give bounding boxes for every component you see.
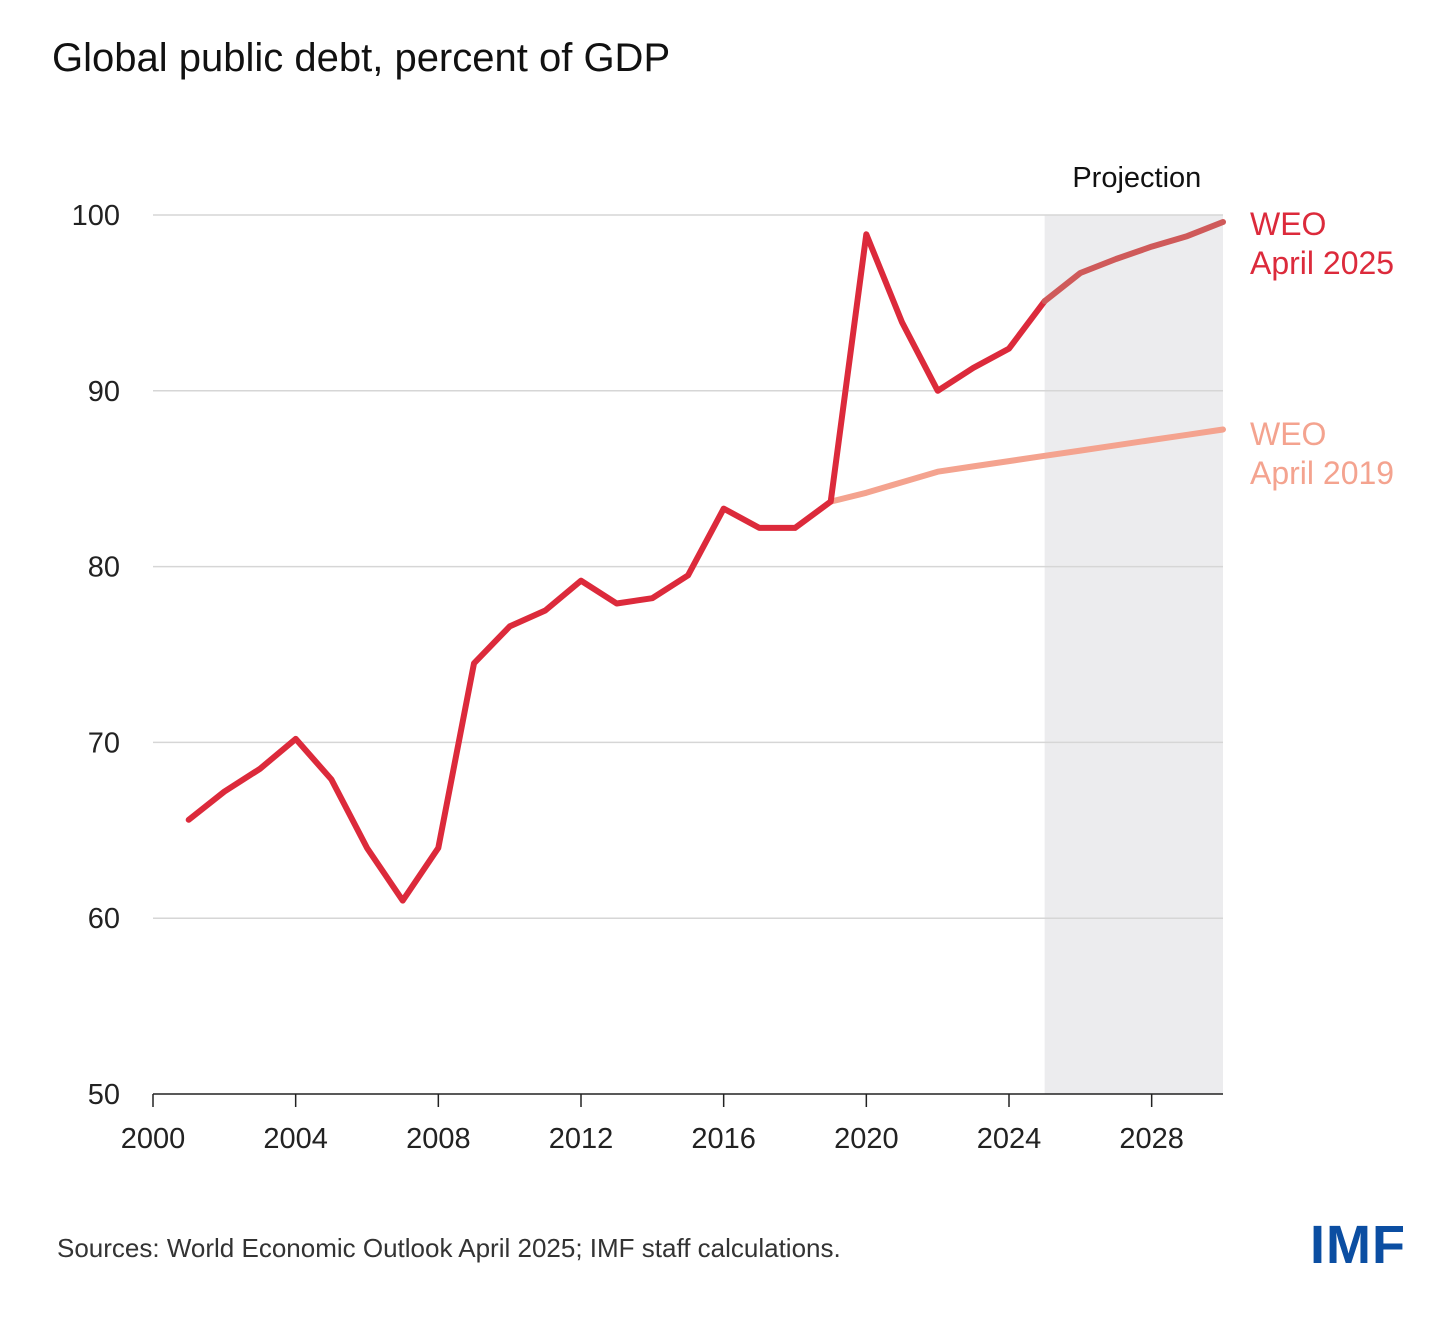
y-tick-label: 50 (88, 1079, 120, 1111)
series-label-weo-april-2025: WEO (1250, 206, 1326, 242)
y-tick-label: 90 (88, 376, 120, 408)
x-tick-label: 2008 (406, 1123, 471, 1155)
x-tick-label: 2000 (121, 1123, 186, 1155)
series-line-weo-april-2025 (185, 231, 1048, 904)
x-tick-label: 2028 (1119, 1123, 1184, 1155)
series-label-weo-april-2019: WEO (1250, 416, 1326, 452)
y-tick-label: 70 (88, 727, 120, 759)
x-tick-label: 2012 (549, 1123, 614, 1155)
x-tick-label: 2024 (977, 1123, 1042, 1155)
x-tick-label: 2004 (263, 1123, 328, 1155)
projection-label: Projection (1072, 162, 1201, 194)
x-tick-label: 2020 (834, 1123, 899, 1155)
sources-note: Sources: World Economic Outlook April 20… (57, 1233, 841, 1263)
chart-title: Global public debt, percent of GDP (52, 36, 671, 80)
x-tick-label: 2016 (691, 1123, 756, 1155)
projection-shade (1044, 215, 1223, 1094)
series-label-weo-april-2025: April 2025 (1250, 245, 1394, 281)
series-line-weo-april-2019 (827, 426, 1226, 505)
y-tick-label: 60 (88, 903, 120, 935)
y-tick-label: 80 (88, 552, 120, 584)
imf-logo: IMF (1310, 1215, 1406, 1275)
series-label-weo-april-2019: April 2019 (1250, 455, 1394, 491)
series-line-weo-april-2025-projection (1041, 219, 1226, 305)
y-tick-label: 100 (72, 200, 120, 232)
